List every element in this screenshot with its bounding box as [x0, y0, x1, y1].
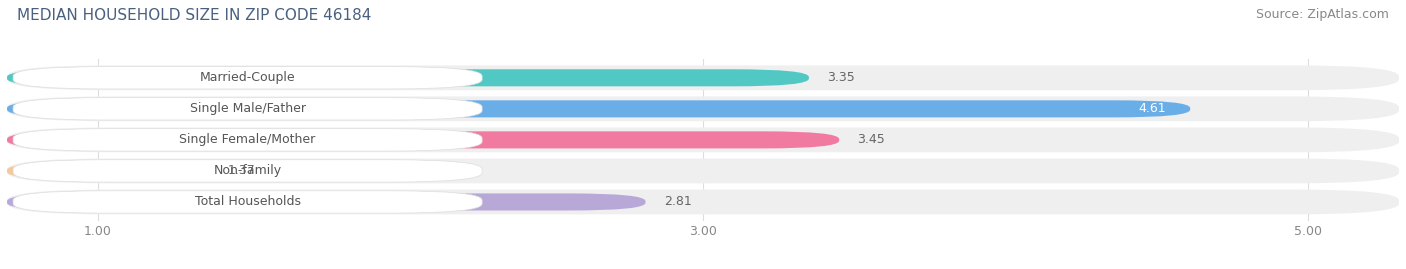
Text: Non-family: Non-family	[214, 164, 281, 178]
FancyBboxPatch shape	[7, 131, 839, 148]
FancyBboxPatch shape	[7, 65, 1399, 90]
Text: Single Female/Mother: Single Female/Mother	[180, 133, 316, 146]
Text: 2.81: 2.81	[664, 196, 692, 208]
Text: Source: ZipAtlas.com: Source: ZipAtlas.com	[1256, 8, 1389, 21]
FancyBboxPatch shape	[7, 190, 1399, 214]
Text: MEDIAN HOUSEHOLD SIZE IN ZIP CODE 46184: MEDIAN HOUSEHOLD SIZE IN ZIP CODE 46184	[17, 8, 371, 23]
FancyBboxPatch shape	[7, 96, 1399, 121]
FancyBboxPatch shape	[13, 129, 482, 151]
Text: Total Households: Total Households	[194, 196, 301, 208]
Text: 3.45: 3.45	[858, 133, 884, 146]
Text: 4.61: 4.61	[1139, 102, 1166, 115]
Text: 1.37: 1.37	[228, 164, 256, 178]
FancyBboxPatch shape	[7, 100, 1191, 117]
FancyBboxPatch shape	[13, 191, 482, 213]
FancyBboxPatch shape	[13, 160, 482, 182]
FancyBboxPatch shape	[7, 158, 1399, 183]
Text: Married-Couple: Married-Couple	[200, 71, 295, 84]
Text: 3.35: 3.35	[827, 71, 855, 84]
Text: Single Male/Father: Single Male/Father	[190, 102, 305, 115]
FancyBboxPatch shape	[13, 67, 482, 89]
FancyBboxPatch shape	[7, 162, 209, 179]
FancyBboxPatch shape	[7, 193, 645, 211]
FancyBboxPatch shape	[7, 69, 808, 86]
FancyBboxPatch shape	[7, 128, 1399, 152]
FancyBboxPatch shape	[13, 98, 482, 120]
